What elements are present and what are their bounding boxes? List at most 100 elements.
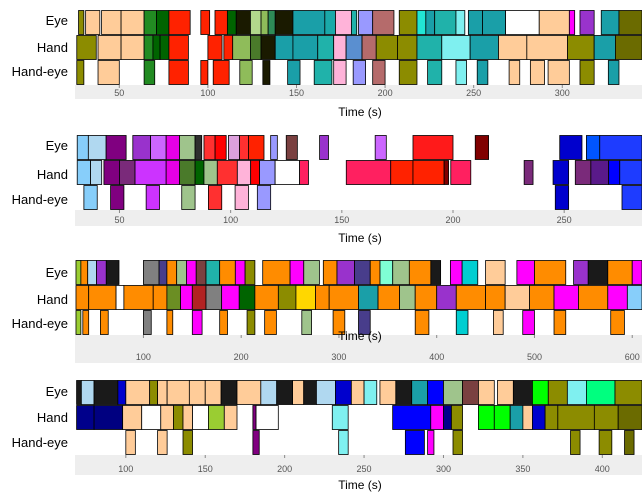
- segment-hand: [173, 405, 184, 430]
- segment-eye: [538, 10, 570, 35]
- segment-hand-eye: [398, 60, 418, 85]
- segment-eye: [351, 10, 358, 35]
- segment-hand-eye: [621, 185, 642, 210]
- segment-eye: [482, 10, 506, 35]
- segment-eye: [270, 135, 278, 160]
- segment-hand: [450, 160, 472, 185]
- segment-hand: [509, 405, 524, 430]
- segment-hand: [412, 160, 445, 185]
- segment-eye: [354, 260, 371, 285]
- x-tick-label: 300: [555, 88, 570, 98]
- x-tick-label: 150: [289, 88, 304, 98]
- segment-eye: [568, 10, 576, 35]
- segment-hand: [223, 405, 238, 430]
- segment-eye: [149, 380, 158, 405]
- segment-hand: [392, 405, 432, 430]
- segment-hand-eye: [200, 60, 209, 85]
- segment-hand: [593, 35, 616, 60]
- timeline-plot: 100 150 200 250 300 350 400: [75, 380, 642, 475]
- segment-eye: [244, 260, 256, 285]
- segment-hand: [152, 35, 161, 60]
- segment-eye: [93, 380, 119, 405]
- segment-eye: [226, 10, 237, 35]
- segment-hand: [485, 285, 506, 310]
- segment-eye: [85, 10, 101, 35]
- segment-eye: [78, 10, 85, 35]
- segment-eye: [512, 380, 533, 405]
- segment-eye: [618, 10, 642, 35]
- row-label-hand-eye: Hand-eye: [11, 316, 68, 331]
- segment-hand: [608, 160, 621, 185]
- segment-hand: [179, 160, 196, 185]
- row-label-hand: Hand: [36, 40, 68, 55]
- segment-hand: [115, 285, 125, 310]
- segment-eye: [425, 10, 436, 35]
- segment-hand: [436, 285, 457, 310]
- segment-hand-eye: [234, 185, 249, 210]
- x-axis-label: Time (s): [338, 478, 382, 492]
- segment-hand: [416, 35, 443, 60]
- segment-eye: [166, 260, 178, 285]
- segment-hand: [455, 285, 486, 310]
- segment-hand: [141, 405, 162, 430]
- segment-hand: [255, 405, 279, 430]
- segment-hand-eye: [239, 60, 253, 85]
- segment-eye: [165, 135, 180, 160]
- segment-hand: [498, 35, 528, 60]
- row-background: [75, 185, 642, 210]
- segment-eye: [398, 10, 418, 35]
- segment-hand: [238, 285, 256, 310]
- segment-hand: [194, 160, 205, 185]
- segment-eye: [214, 10, 228, 35]
- segment-hand-eye: [404, 430, 425, 455]
- segment-hand: [134, 160, 167, 185]
- segment-hand: [97, 35, 122, 60]
- segment-hand: [207, 35, 223, 60]
- segment-eye: [214, 135, 227, 160]
- segment-hand: [75, 285, 90, 310]
- segment-eye: [587, 260, 609, 285]
- segment-hand: [250, 160, 260, 185]
- segment-hand: [358, 285, 379, 310]
- segment-hand-eye: [143, 310, 152, 335]
- segment-hand-eye: [82, 310, 90, 335]
- segment-hand-eye: [182, 430, 193, 455]
- segment-hand-eye: [191, 310, 203, 335]
- segment-eye: [434, 10, 457, 35]
- segment-eye: [443, 380, 463, 405]
- segment-eye: [75, 260, 82, 285]
- segment-hand-eye: [157, 430, 168, 455]
- segment-hand-eye: [166, 310, 174, 335]
- segment-eye: [316, 380, 336, 405]
- segment-hand-eye: [455, 60, 467, 85]
- segment-eye: [200, 10, 211, 35]
- segment-eye: [579, 10, 595, 35]
- segment-hand-eye: [313, 60, 333, 85]
- segment-hand: [143, 35, 154, 60]
- segment-eye: [158, 260, 168, 285]
- x-tick-label: 50: [114, 88, 124, 98]
- segment-hand-eye: [181, 185, 196, 210]
- x-tick-label: 50: [114, 215, 124, 225]
- segment-hand: [574, 160, 592, 185]
- timeline-panel-3: Eye Hand Hand-eye 100 200 300 400 500 600 Tim…: [0, 246, 642, 368]
- segment-hand: [414, 285, 438, 310]
- segment-eye: [87, 135, 107, 160]
- segment-eye: [600, 10, 620, 35]
- segment-eye: [80, 260, 89, 285]
- segment-hand: [529, 285, 555, 310]
- segment-hand-eye: [333, 60, 347, 85]
- segment-eye: [455, 10, 466, 35]
- segment-hand: [120, 35, 145, 60]
- segment-hand: [390, 160, 414, 185]
- segment-eye: [132, 135, 151, 160]
- segment-hand-eye: [610, 310, 625, 335]
- segment-hand: [345, 160, 392, 185]
- segment-eye: [395, 380, 413, 405]
- segment-hand-eye: [427, 430, 435, 455]
- segment-hand-eye: [579, 60, 595, 85]
- segment-hand: [254, 285, 279, 310]
- segment-hand-eye: [372, 60, 386, 85]
- segment-hand: [532, 405, 546, 430]
- row-label-eye: Eye: [45, 265, 68, 280]
